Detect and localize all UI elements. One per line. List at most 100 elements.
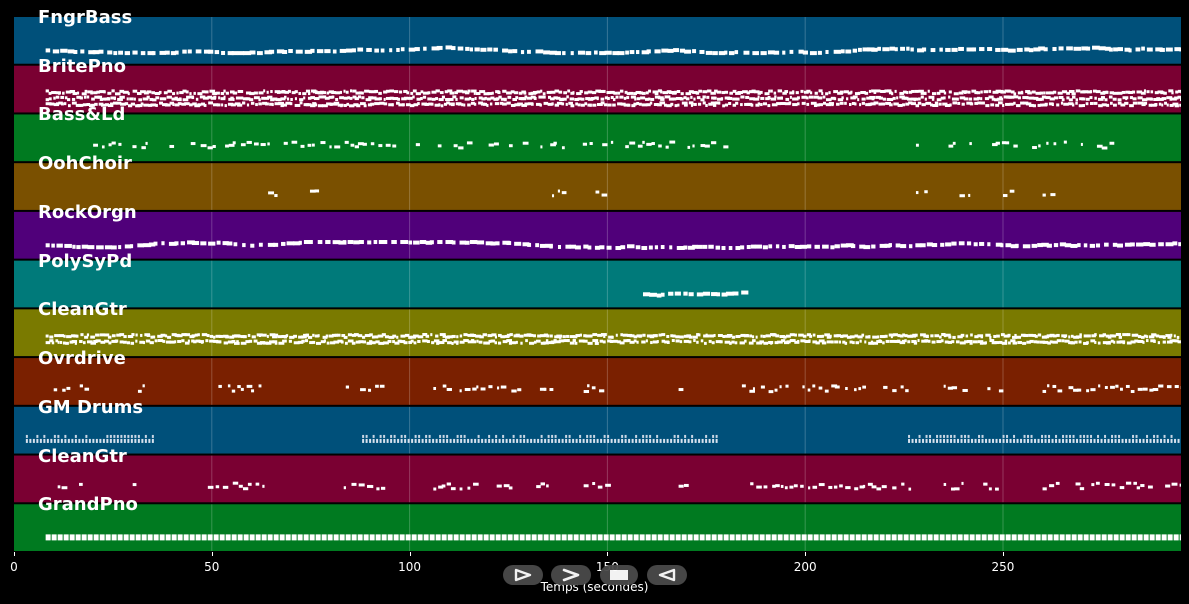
note	[907, 340, 911, 344]
note	[867, 534, 873, 541]
note	[646, 142, 652, 146]
note	[45, 534, 51, 541]
note	[964, 340, 968, 344]
note	[687, 534, 693, 541]
note	[966, 47, 974, 52]
note	[510, 90, 515, 94]
note	[69, 89, 76, 93]
note	[519, 534, 525, 541]
note	[213, 95, 217, 99]
note	[463, 339, 469, 343]
note	[435, 534, 441, 541]
note	[765, 534, 771, 541]
note	[754, 244, 763, 249]
note	[200, 340, 204, 344]
note	[1127, 333, 1131, 337]
note	[123, 340, 127, 344]
note	[629, 50, 635, 55]
note	[520, 97, 527, 101]
note	[1090, 90, 1093, 94]
note	[717, 101, 721, 105]
note	[360, 388, 366, 392]
note	[191, 334, 196, 338]
note	[1045, 91, 1051, 95]
note	[215, 91, 220, 95]
note	[74, 341, 77, 345]
note	[57, 340, 60, 344]
note	[794, 340, 800, 344]
note	[333, 534, 339, 541]
note	[666, 438, 669, 443]
play-button[interactable]	[503, 565, 543, 585]
note	[1159, 335, 1165, 339]
note	[628, 91, 634, 95]
note	[543, 333, 549, 337]
note	[645, 534, 651, 541]
note	[457, 102, 461, 106]
rewind-button[interactable]	[647, 565, 687, 585]
note	[383, 240, 388, 245]
note	[844, 101, 847, 105]
note	[1066, 91, 1070, 95]
note	[626, 333, 633, 337]
note	[1008, 95, 1015, 99]
note	[1142, 438, 1145, 443]
note	[654, 49, 661, 54]
note	[950, 434, 953, 438]
note	[349, 104, 355, 108]
note	[773, 50, 780, 55]
note	[61, 486, 68, 490]
note	[307, 96, 312, 100]
note	[453, 534, 459, 541]
note	[258, 98, 261, 102]
note	[55, 102, 60, 106]
note	[67, 98, 71, 102]
note	[855, 341, 859, 345]
note	[661, 48, 669, 53]
note	[463, 438, 466, 443]
note	[586, 434, 589, 438]
note	[368, 96, 374, 100]
note	[72, 92, 78, 96]
note	[995, 487, 999, 491]
note	[798, 333, 804, 337]
note	[184, 333, 191, 337]
note	[662, 91, 669, 95]
note	[572, 339, 576, 343]
note	[365, 434, 368, 438]
note	[1105, 90, 1108, 94]
note	[1003, 334, 1010, 338]
note	[664, 95, 671, 99]
forward-button[interactable]	[551, 565, 591, 585]
note	[317, 104, 323, 108]
note	[979, 341, 983, 345]
note	[549, 534, 555, 541]
note	[750, 482, 754, 486]
note	[259, 341, 266, 345]
note	[315, 341, 322, 345]
note	[1083, 341, 1089, 345]
note	[674, 291, 681, 296]
note	[227, 340, 234, 344]
note	[1081, 97, 1086, 101]
note	[667, 48, 674, 53]
note	[1015, 243, 1019, 248]
note	[589, 334, 593, 338]
note	[368, 388, 372, 392]
note	[107, 50, 113, 55]
note	[271, 103, 274, 107]
note	[351, 534, 357, 541]
note	[81, 92, 87, 96]
note	[593, 438, 596, 443]
note	[362, 335, 366, 339]
note	[1115, 384, 1119, 388]
note	[105, 534, 111, 541]
stop-button[interactable]	[600, 565, 638, 585]
note	[422, 91, 429, 95]
note	[64, 243, 72, 248]
note	[1177, 340, 1181, 344]
note	[1052, 384, 1057, 388]
note	[411, 438, 414, 443]
note	[470, 438, 473, 443]
note	[305, 339, 309, 343]
